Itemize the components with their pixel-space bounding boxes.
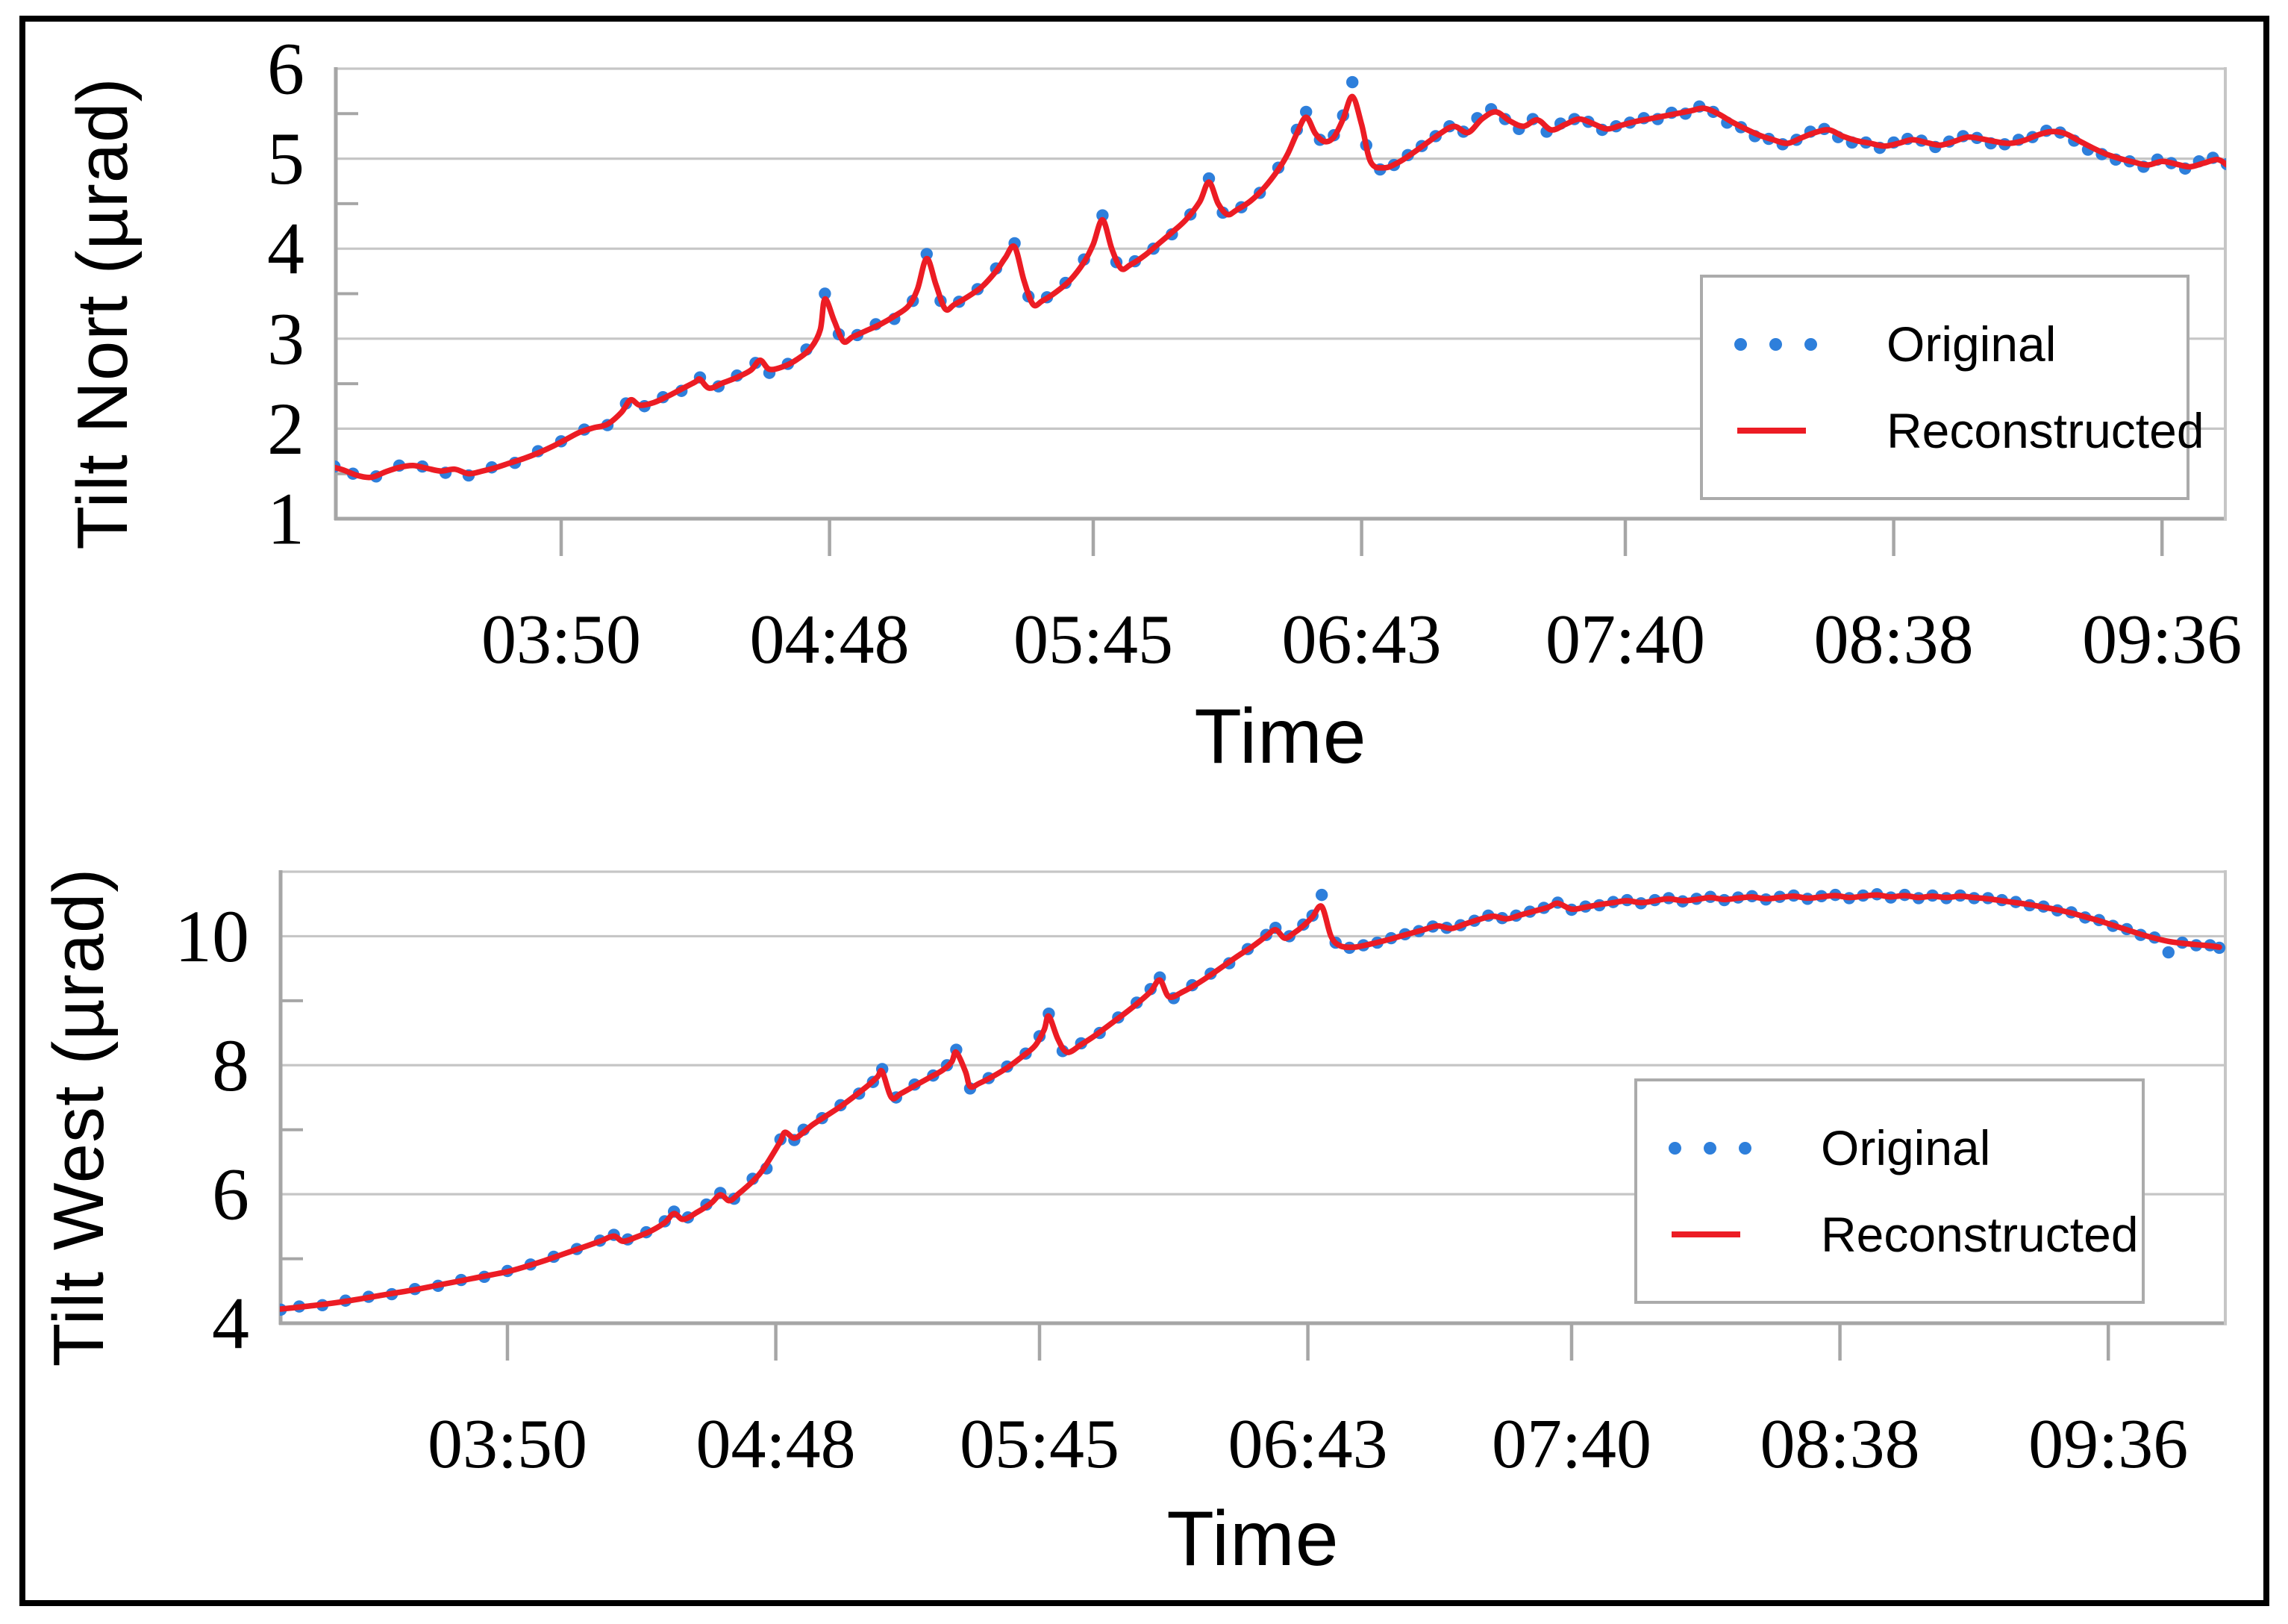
y-tick-label: 6: [267, 28, 304, 110]
legend-top-chart: Original Reconstructed: [1700, 275, 2204, 500]
x-tick-label: 08:38: [1760, 1405, 1920, 1483]
y-tick-label: 8: [212, 1024, 249, 1107]
x-tick-label: 08:38: [1814, 601, 1974, 678]
x-tick-label: 03:50: [428, 1405, 587, 1483]
x-tick-label: 05:45: [960, 1405, 1119, 1483]
y-tick-label: 10: [175, 895, 249, 978]
y-tick-label: 2: [267, 387, 304, 470]
y-axis-title-top: Tilt Nort (µrad): [63, 77, 143, 550]
legend-label-original: Original: [1887, 316, 2057, 372]
x-tick-label: 09:36: [2082, 601, 2242, 678]
original-dots-icon: [1669, 1141, 1791, 1155]
reconstructed-line-series: [335, 93, 2226, 481]
reconstructed-line-series: [280, 892, 2222, 1312]
x-axis-title-bottom: Time: [1166, 1496, 1340, 1582]
original-data-point: [1346, 75, 1359, 89]
y-tick-label: 6: [212, 1153, 249, 1236]
original-data-point: [1316, 888, 1328, 902]
original-data-point: [1300, 105, 1313, 119]
y-axis-title-bottom: Tilt West (µrad): [39, 867, 119, 1367]
x-tick-label: 04:48: [750, 601, 910, 678]
y-tick-label: 4: [267, 207, 304, 290]
x-tick-label: 03:50: [481, 601, 641, 678]
legend-row-original: Original: [1734, 316, 2187, 372]
x-tick-label: 07:40: [1545, 601, 1705, 678]
legend-label-original: Original: [1821, 1120, 1991, 1175]
figure-border: [19, 16, 2269, 1606]
legend-bottom-chart: Original Reconstructed: [1634, 1078, 2145, 1304]
reconstructed-line-icon: [1734, 428, 1857, 434]
original-dots-icon: [1734, 337, 1857, 351]
legend-row-reconstructed: Reconstructed: [1669, 1207, 2142, 1262]
x-tick-label: 06:43: [1228, 1405, 1388, 1483]
original-data-point: [819, 287, 831, 300]
tilt-west-chart: 03:50 04:48 05:45 06:43 07:40 08:38 09:36 4 6 8 10: [175, 870, 2227, 1483]
legend-row-original: Original: [1669, 1120, 2142, 1175]
x-tick-label: 06:43: [1282, 601, 1442, 678]
legend-row-reconstructed: Reconstructed: [1734, 403, 2204, 458]
x-tick-label: 05:45: [1013, 601, 1173, 678]
tilt-north-chart: 03:50 04:48 05:45 06:43 07:40 08:38 09:36 12345…: [267, 28, 2242, 679]
x-axis-title-top: Time: [1194, 693, 1367, 780]
x-tick-label: 07:40: [1492, 1405, 1651, 1483]
x-tick-label: 09:36: [2028, 1405, 2188, 1483]
y-tick-label: 4: [212, 1282, 249, 1365]
original-data-point: [1096, 209, 1109, 222]
y-tick-label: 1: [267, 478, 304, 560]
reconstructed-line-icon: [1669, 1231, 1791, 1237]
original-data-point: [2162, 946, 2175, 959]
y-tick-label: 5: [267, 117, 304, 200]
legend-label-reconstructed: Reconstructed: [1887, 403, 2204, 458]
x-tick-label: 04:48: [696, 1405, 856, 1483]
legend-label-reconstructed: Reconstructed: [1821, 1207, 2139, 1262]
original-data-point: [920, 248, 934, 260]
y-tick-label: 3: [267, 297, 304, 380]
